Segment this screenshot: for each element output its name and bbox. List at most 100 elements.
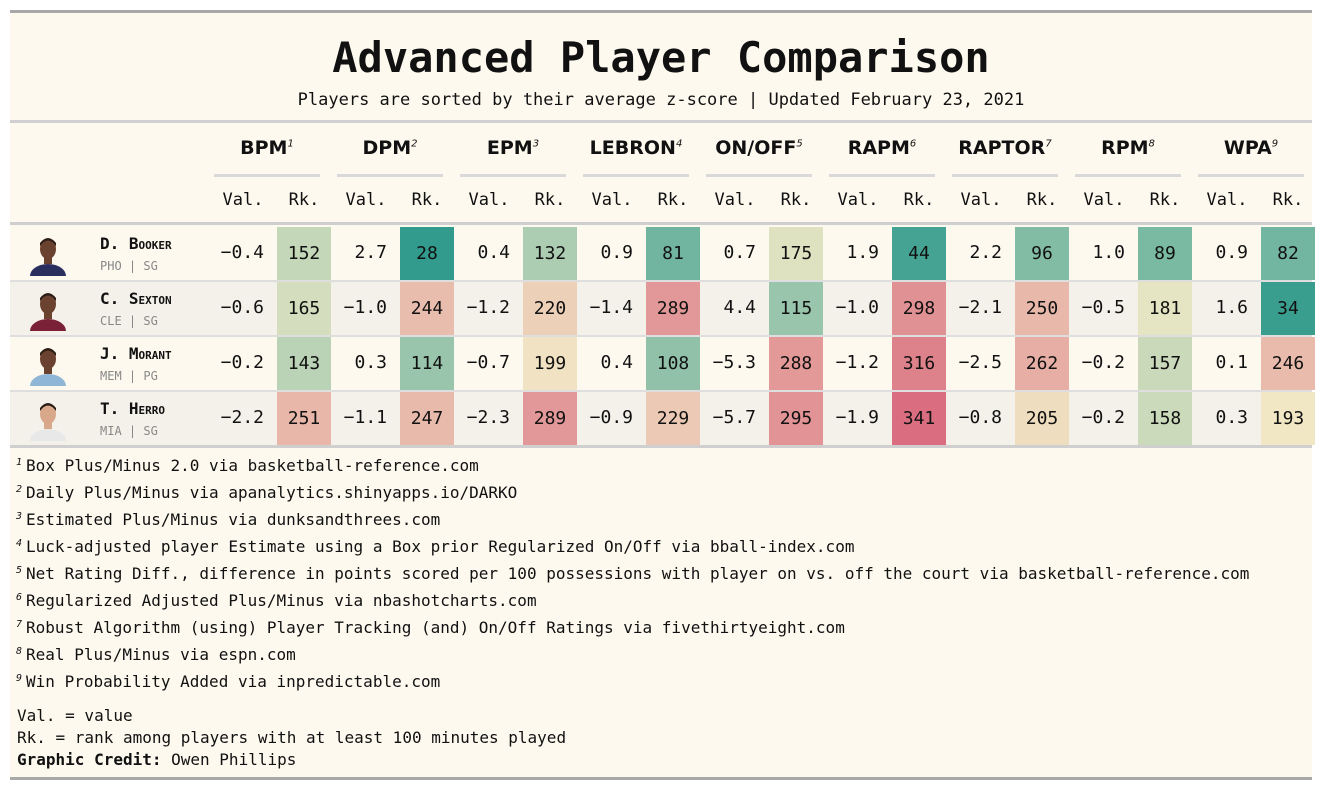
value-cell: −0.2 [1081,407,1125,428]
rank-cell: 89 [1138,227,1192,280]
subheader-val: Val. [960,190,1002,210]
rank-cell: 246 [1261,337,1315,390]
rank-cell: 229 [646,392,700,445]
subheader-val: Val. [1206,190,1248,210]
rank-cell: 152 [277,227,331,280]
metric-header-onoff: ON/OFF5 [705,137,813,159]
player-team-position: MIA | SG [100,424,158,438]
table-row: D. Booker PHO | SG −0.4 152 2.7 28 0.4 132 0.9 81… [10,226,1315,288]
graphic-frame: Advanced Player Comparison Players are s… [10,10,1315,780]
player-name: J. Morant [100,344,172,363]
footnote-number: 7 [16,618,23,630]
footnote-2: 2 Daily Plus/Minus via apanalytics.shinya… [16,483,517,502]
header-divider [10,120,1312,123]
rank-cell: 165 [277,282,331,335]
metric-header-dpm: DPM2 [336,137,444,159]
metric-name: ON/OFF [715,137,797,159]
rank-cell: 82 [1261,227,1315,280]
metric-underline [460,174,566,177]
subheader-val: Val. [714,190,756,210]
value-cell: −5.3 [712,352,756,373]
credit-name: Owen Phillips [161,750,297,769]
metric-header-rapm: RAPM6 [828,137,936,159]
metric-name: DPM [362,137,412,159]
player-team-position: PHO | SG [100,259,158,273]
value-cell: −0.7 [466,352,510,373]
chart-title: Advanced Player Comparison [332,33,990,82]
row-divider [10,280,1312,282]
footnote-9: 9 Win Probability Added via inpredictable… [16,672,440,691]
subheader-val: Val. [222,190,264,210]
player-headshot [26,287,70,343]
subheader-val: Val. [1083,190,1125,210]
value-cell: −5.7 [712,407,756,428]
value-cell: −0.2 [220,352,264,373]
value-cell: 2.7 [354,242,387,263]
value-cell: −0.2 [1081,352,1125,373]
footnote-text: Luck-adjusted player Estimate using a Bo… [26,537,855,556]
footnote-text: Daily Plus/Minus via apanalytics.shinyap… [26,483,518,502]
rank-cell: 81 [646,227,700,280]
metric-underline [829,174,935,177]
rank-cell: 298 [892,282,946,335]
chart-subtitle: Players are sorted by their average z-sc… [297,90,1025,110]
metric-underline [214,174,320,177]
metric-underline [583,174,689,177]
value-cell: −1.2 [835,352,879,373]
rank-cell: 193 [1261,392,1315,445]
value-cell: −1.2 [466,297,510,318]
metric-header-rpm: RPM8 [1074,137,1182,159]
metric-footnote-ref: 3 [532,138,540,150]
footnote-5: 5 Net Rating Diff., difference in points … [16,564,1249,583]
footnote-8: 8 Real Plus/Minus via espn.com [16,645,296,664]
metric-footnote-ref: 7 [1045,138,1052,150]
table-row: C. Sexton CLE | SG −0.6 165 −1.0 244 −1.2 220 −1… [10,281,1315,343]
footnote-number: 8 [16,645,23,657]
value-cell: 1.9 [846,242,879,263]
row-divider [10,335,1312,337]
metric-name: EPM [486,137,533,159]
value-cell: 0.4 [477,242,510,263]
subheader-rk: Rk. [1026,190,1058,210]
subheader-val: Val. [591,190,633,210]
subheader-rk: Rk. [903,190,935,210]
metric-header-wpa: WPA9 [1197,137,1305,159]
metric-underline [1198,174,1304,177]
metric-underline [337,174,443,177]
player-team-position: MEM | PG [100,369,158,383]
value-cell: −1.4 [589,297,633,318]
rank-cell: 28 [400,227,454,280]
player-name: D. Booker [100,234,172,253]
rank-cell: 289 [523,392,577,445]
rank-cell: 199 [523,337,577,390]
footnote-number: 1 [16,456,23,468]
footnote-number: 3 [16,510,23,522]
footnote-3: 3 Estimated Plus/Minus via dunksandthrees… [16,510,440,529]
metric-footnote-ref: 9 [1271,138,1279,150]
player-headshot [26,342,70,398]
value-cell: −0.6 [220,297,264,318]
rank-cell: 295 [769,392,823,445]
value-cell: 1.6 [1215,297,1248,318]
subheader-val: Val. [837,190,879,210]
footnote-number: 9 [16,672,23,684]
metric-header-epm: EPM3 [459,137,567,159]
rank-cell: 132 [523,227,577,280]
rank-cell: 34 [1261,282,1315,335]
table-row: T. Herro MIA | SG −2.2 251 −1.1 247 −2.3 289 −0.… [10,391,1315,453]
footnote-6: 6 Regularized Adjusted Plus/Minus via nba… [16,591,537,610]
rank-cell: 244 [400,282,454,335]
subheader-rk: Rk. [1272,190,1304,210]
legend-val: Val. = value [17,706,133,725]
metric-footnote-ref: 1 [287,138,294,150]
rank-cell: 108 [646,337,700,390]
footnote-number: 2 [16,483,23,495]
rank-cell: 158 [1138,392,1192,445]
player-headshot [26,397,70,453]
value-cell: −1.1 [343,407,387,428]
metric-footnote-ref: 8 [1148,138,1155,150]
subheader-rk: Rk. [288,190,320,210]
subheader-val: Val. [345,190,387,210]
player-name: T. Herro [100,399,166,418]
rank-cell: 288 [769,337,823,390]
